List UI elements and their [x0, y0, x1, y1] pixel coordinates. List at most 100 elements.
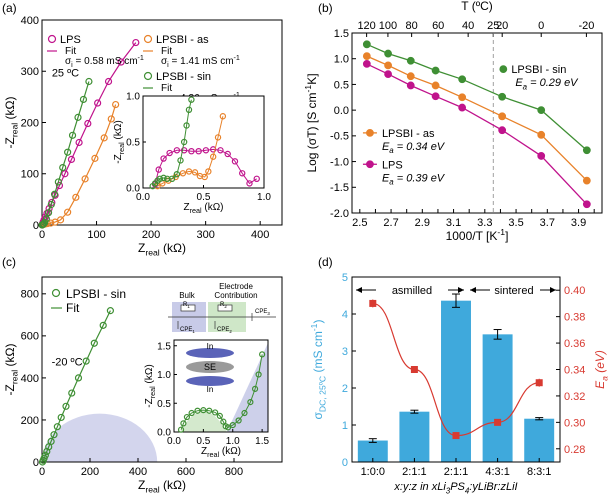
data-point-b-1 [431, 81, 440, 90]
x-axis-label-b-part-1: -1 [497, 227, 505, 237]
y2-axis-d-tick-label: 0.38 [564, 312, 585, 324]
inset-bg-a [143, 96, 264, 188]
resistor-r1 [180, 304, 196, 312]
x-axis-label-c: Zreal (kΩ) [138, 478, 186, 495]
inset-point-a-0 [217, 147, 224, 154]
circuit-bulk-label: Bulk [179, 291, 196, 300]
y-axis-c-tick-label: 800 [21, 289, 39, 301]
x-axis-a-tick-label: 200 [142, 229, 160, 241]
y-axis-label-c-part-2: (kΩ) [3, 343, 17, 369]
circuit-cpe1-label: CPE1 [180, 327, 195, 334]
legend-ea-b-part-2: = 0.29 eV [527, 77, 579, 89]
x-axis-a-tick-label: 100 [87, 229, 105, 241]
y-axis-label-d-part-0: σ [311, 411, 325, 419]
y-axis-label-b-part-0: Log (σT) [S cm [305, 92, 319, 172]
y-axis-a-tick-label: 200 [21, 117, 39, 129]
y-axis-c-tick-label: 400 [21, 373, 39, 385]
panel-label-d: (d) [318, 255, 333, 269]
inset-point-a-1 [205, 168, 212, 175]
x-axis-a-tick-label: 400 [251, 229, 269, 241]
inset-x-axis-a-tick-label: 0.0 [136, 192, 150, 203]
top-axis-tick-label-b: 60 [432, 20, 444, 32]
panel-label-a: (a) [2, 1, 17, 15]
inset-y-label-c: -Zreal (kΩ) [144, 364, 157, 407]
data-point-a-2 [54, 178, 62, 186]
x-axis-label-c-part-1: real [145, 485, 159, 495]
inset-y-label-c-part-0: -Z [144, 398, 155, 407]
inset-point-a-0 [166, 149, 173, 157]
inset-point-a-0 [173, 147, 181, 154]
y-axis-c-tick-label: 200 [21, 415, 39, 427]
inset-point-a-0 [231, 158, 239, 165]
inset-point-c [255, 371, 262, 378]
y2-axis-d-tick-label: 0.40 [564, 285, 585, 297]
circuit-r1-label: R1 [183, 302, 190, 309]
x-axis-label-d-part-2: 3 [446, 486, 451, 495]
bar-0 [357, 440, 388, 462]
category-label-d: 4:3:1 [485, 466, 509, 478]
circuit-cpe2-label-part-1: 2 [229, 329, 232, 334]
top-axis-tick-label-b: 100 [379, 20, 397, 32]
resistor-r2 [217, 304, 233, 312]
circuit-cpe2-label-part-0: CPE [217, 327, 229, 333]
cell-bottom-electrode [186, 376, 234, 386]
legend-sigma-a-part-1: i [167, 60, 169, 69]
inset-point-c [180, 420, 187, 427]
category-label-d: 8:3:1 [527, 466, 551, 478]
inset-point-c [235, 417, 242, 424]
data-point-a-0 [104, 77, 113, 86]
inset-fit-a-0 [154, 148, 257, 185]
x-axis-b-tick-label: 3.1 [446, 217, 461, 229]
top-axis-tick-label-b: 20 [496, 20, 508, 32]
legend-fit-label-c: Fit [66, 301, 80, 315]
y-axis-label-d-part-1: DC, 25ºC [318, 376, 328, 412]
legend-marker-b [366, 128, 374, 137]
x-axis-c-tick-label: 800 [225, 466, 243, 478]
data-point-c [99, 321, 107, 329]
legend-fit-label-a: Fit [65, 46, 76, 57]
inset-point-a-0 [160, 155, 167, 162]
inset-y-axis-a-tick-label: 0.5 [126, 138, 140, 149]
data-point-a-0 [117, 58, 125, 66]
legend-ea-b-part-1: a [389, 146, 394, 155]
inset-x-label-c-part-0: Z [201, 446, 207, 457]
inset-point-c [229, 422, 236, 429]
circuit-contribution-label: Contribution [214, 291, 257, 300]
y2-axis-d-tick-label: 0.28 [564, 444, 585, 456]
cell-top-label: In [207, 342, 214, 351]
circuit-cpe3-label-part-0: CPE [255, 309, 267, 315]
y-axis-a-tick-label: 300 [21, 66, 39, 78]
inset-y-axis-c-tick-label: 1.5 [157, 341, 171, 352]
y-axis-label-b-part-2: K] [305, 73, 319, 84]
data-point-a-0 [132, 38, 140, 47]
legend-marker-a [47, 34, 57, 44]
temperature-note-a: 25 ºC [52, 67, 79, 79]
axes-frame-b [351, 32, 603, 214]
y-axis-label-b-part-1: -1 [303, 85, 313, 93]
inset-point-a-2 [183, 122, 190, 129]
data-point-b-1 [582, 176, 591, 185]
legend-ea-b: Ea = 0.29 eV [515, 77, 579, 91]
top-axis-label-b: T (ºC) [461, 0, 493, 13]
data-point-a-2 [79, 95, 88, 104]
y-axis-label-a-part-0: -Z [3, 137, 17, 148]
data-point-a-2 [41, 218, 49, 227]
y-axis-label-d: σDC, 25ºC (mS cm-1) [309, 320, 327, 420]
x-axis-b-tick-label: 2.7 [383, 217, 398, 229]
y-axis-c-tick-label: 600 [21, 331, 39, 343]
x-axis-a-tick-label: 300 [196, 229, 214, 241]
x-axis-label-a: Zreal (kΩ) [138, 241, 186, 258]
inset-x-label-a-part-2: (kΩ) [202, 202, 224, 213]
legend-sigma-a-part-0: σ [161, 56, 168, 67]
y-axis-label-b: Log (σT) [S cm-1K] [303, 73, 319, 172]
inset-point-a-1 [209, 153, 217, 160]
data-point-a-2 [42, 215, 50, 223]
legend-sigma-a: σi = 1.41 mS cm-1 [161, 53, 240, 69]
data-point-a-2 [85, 77, 93, 86]
legend-marker-c [51, 288, 61, 298]
inset-point-c [220, 418, 227, 425]
data-point-b-2 [431, 92, 440, 101]
y2-axis-label-d-part-1: a [600, 376, 610, 381]
